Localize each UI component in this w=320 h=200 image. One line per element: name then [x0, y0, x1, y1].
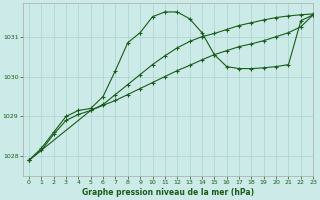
X-axis label: Graphe pression niveau de la mer (hPa): Graphe pression niveau de la mer (hPa)	[82, 188, 254, 197]
